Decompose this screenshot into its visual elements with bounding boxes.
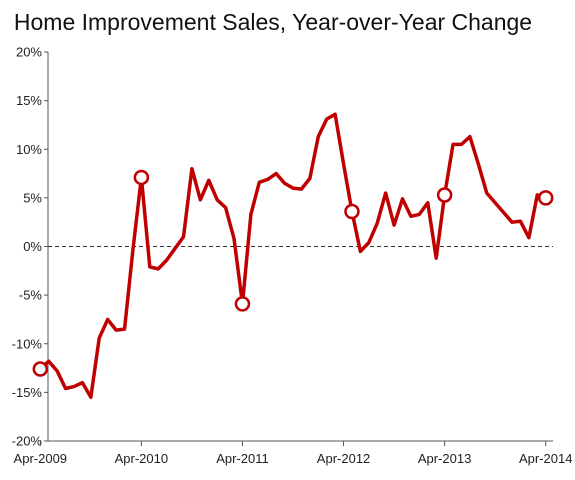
marker-layer [32,169,554,377]
y-tick-label: 15% [16,93,42,108]
series-line [38,112,548,399]
x-tick-label: Apr-2011 [216,451,269,466]
data-point-marker [234,296,251,312]
series-layer [38,112,548,399]
y-tick-label: -20% [12,434,43,449]
y-tick-label: 20% [16,45,42,60]
data-point-marker [537,190,554,206]
data-point-marker [344,203,360,220]
data-point-marker [436,187,453,203]
x-tick-label: Apr-2010 [115,451,168,466]
data-point-marker [133,169,150,186]
x-tick-label: Apr-2014 [519,451,572,466]
y-tick-label: 0% [23,239,42,254]
x-tick-label: Apr-2009 [14,451,67,466]
x-axis: Apr-2009 Apr-2010 Apr-2011 Apr-2012 Apr-2013… [14,440,572,466]
x-tick-label: Apr-2012 [317,451,370,466]
y-tick-label: 5% [23,190,42,205]
y-tick-label: -5% [19,288,43,303]
data-point-marker [32,361,49,377]
y-tick-label: -15% [12,385,43,400]
chart-title: Home Improvement Sales, Year-over-Year C… [14,9,532,35]
y-tick-label: 10% [16,142,42,157]
y-tick-label: -10% [12,336,43,351]
x-tick-label: Apr-2013 [418,451,471,466]
y-axis: -20% -15% -10% -5% 0% 5% 10% 15% 20% [12,45,49,449]
